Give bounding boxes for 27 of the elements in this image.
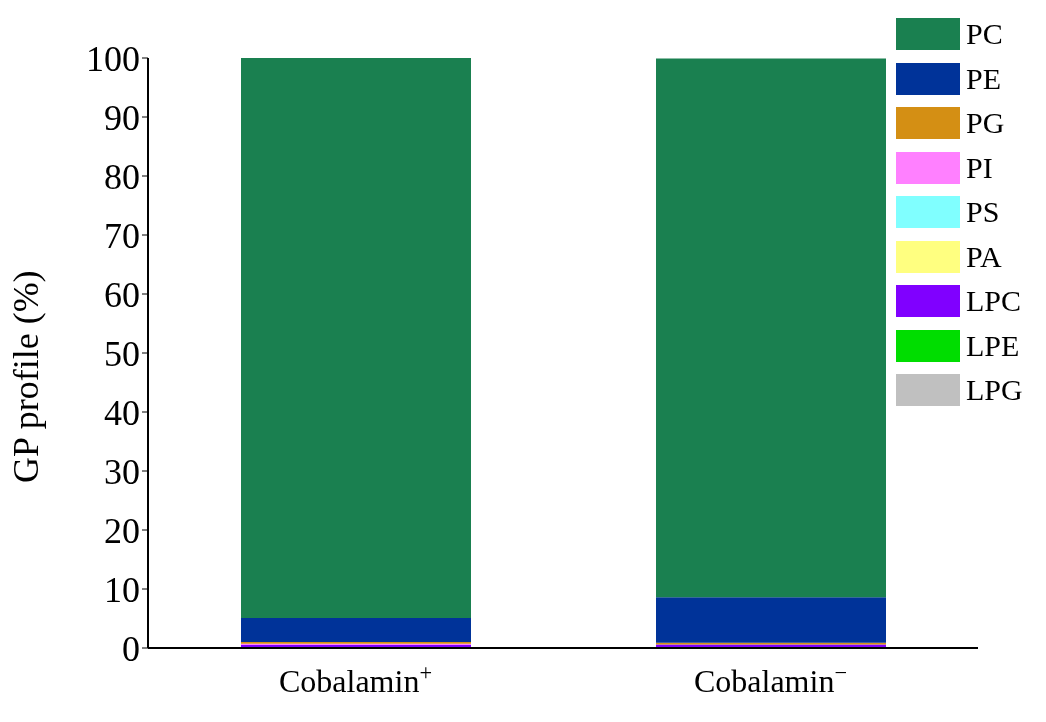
- y-tick-label: 20: [104, 510, 140, 551]
- legend-label: LPE: [966, 328, 1021, 363]
- y-tick-label: 40: [104, 392, 140, 433]
- y-tick-label: 10: [104, 569, 140, 610]
- legend-label: LPC: [966, 284, 1023, 319]
- legend-label: PG: [966, 106, 1006, 141]
- legend-label: PS: [966, 195, 1001, 230]
- y-axis-title: GP profile (%): [5, 270, 46, 483]
- y-tick-label: 30: [104, 451, 140, 492]
- y-tick-label: 90: [104, 97, 140, 138]
- y-tick-label: 80: [104, 156, 140, 197]
- x-tick-label: Cobalamin$^{−}$: [693, 659, 848, 699]
- legend-label: PC: [966, 17, 1004, 52]
- y-tick-label: 0: [122, 628, 140, 669]
- bar: [241, 58, 471, 618]
- y-tick-label: 60: [104, 274, 140, 315]
- bar: [241, 617, 471, 643]
- y-tick-label: 100: [86, 38, 140, 79]
- y-tick-label: 50: [104, 333, 140, 374]
- bar: [656, 597, 886, 643]
- legend-label: LPG: [966, 373, 1024, 408]
- y-tick-label: 70: [104, 215, 140, 256]
- x-tick-label: Cobalamin$^{+}$: [278, 659, 433, 699]
- legend-label: PE: [966, 61, 1002, 96]
- legend-label: PA: [966, 239, 1003, 274]
- bar: [656, 58, 886, 598]
- legend-label: PI: [966, 150, 994, 185]
